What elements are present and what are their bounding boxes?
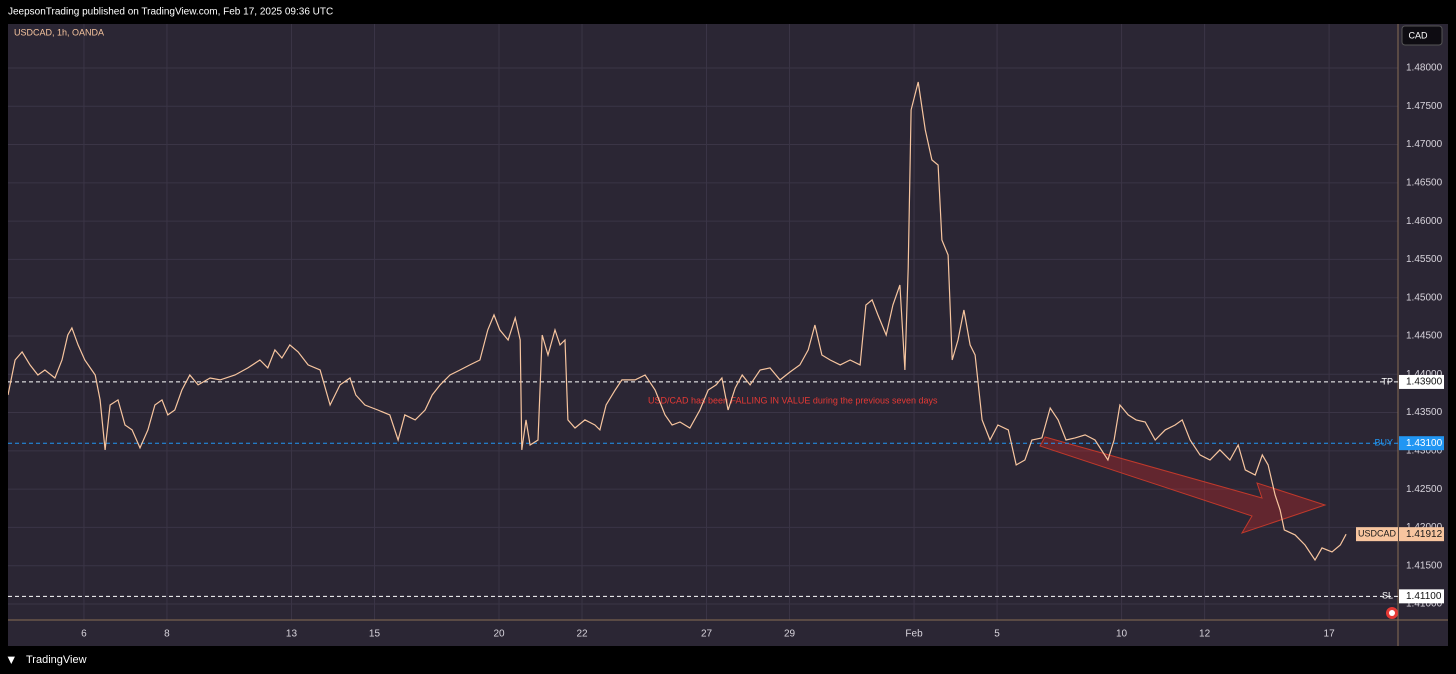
x-tick-label: 12 [1199,629,1211,640]
y-tick-label: 1.42500 [1406,484,1443,495]
level-badge-label: 1.41100 [1406,591,1442,602]
grid [8,24,1398,620]
level-name: BUY [1374,438,1393,448]
x-tick-label: 8 [164,629,170,640]
y-tick-label: 1.43500 [1406,407,1443,418]
y-tick-label: 1.45500 [1406,254,1443,265]
x-tick-label: 20 [493,629,505,640]
price-line [8,81,1347,562]
brand-logo: ▾ [7,651,15,666]
y-tick-label: 1.41500 [1406,560,1443,571]
level-badge-label: 1.43100 [1406,438,1443,449]
x-tick-label: 5 [994,629,1000,640]
currency-button[interactable] [1401,25,1443,46]
level-badge-label: 1.43900 [1406,377,1443,388]
x-tick-label: 13 [286,629,298,640]
y-tick-label: 1.48000 [1406,63,1443,74]
x-tick-label: 29 [784,629,796,640]
x-tick-label: 15 [369,629,381,640]
y-tick-label: 1.47000 [1406,139,1443,150]
last-price-label: 1.41912 [1406,529,1443,540]
level-badge [1399,436,1444,451]
event-icon-dot[interactable] [1389,610,1395,616]
y-tick-label: 1.46500 [1406,177,1443,188]
x-tick-label: 22 [576,629,588,640]
symbol-badge [1356,527,1398,542]
y-tick-label: 1.47500 [1406,101,1443,112]
y-tick-label: 1.41000 [1406,599,1443,610]
trend-arrow [1039,436,1327,534]
level-name: TP [1381,376,1393,386]
x-tick-label: 17 [1324,629,1336,640]
annotation: USD/CAD has been FALLING IN VALUE during… [648,395,938,405]
x-tick-label: Feb [905,629,923,640]
symbol-badge-label: USDCAD [1358,529,1397,539]
level-badge [1399,374,1444,389]
y-tick-label: 1.45000 [1406,292,1443,303]
publisher: JeepsonTrading published on TradingView.… [8,7,333,18]
x-tick-label: 10 [1116,629,1128,640]
x-tick-label: 27 [701,629,713,640]
last-price-badge [1399,527,1444,542]
x-tick-label: 6 [81,629,87,640]
chart-title: USDCAD, 1h, OANDA [14,27,104,37]
currency-label[interactable]: CAD [1408,30,1428,40]
y-tick-label: 1.43000 [1406,445,1443,456]
brand: TradingView [26,654,87,666]
y-tick-label: 1.44500 [1406,331,1443,342]
y-tick-label: 1.44000 [1406,369,1443,380]
chart-panel [8,24,1448,646]
level-badge [1399,589,1444,604]
level-name: SL [1382,591,1393,601]
y-tick-label: 1.46000 [1406,216,1443,227]
